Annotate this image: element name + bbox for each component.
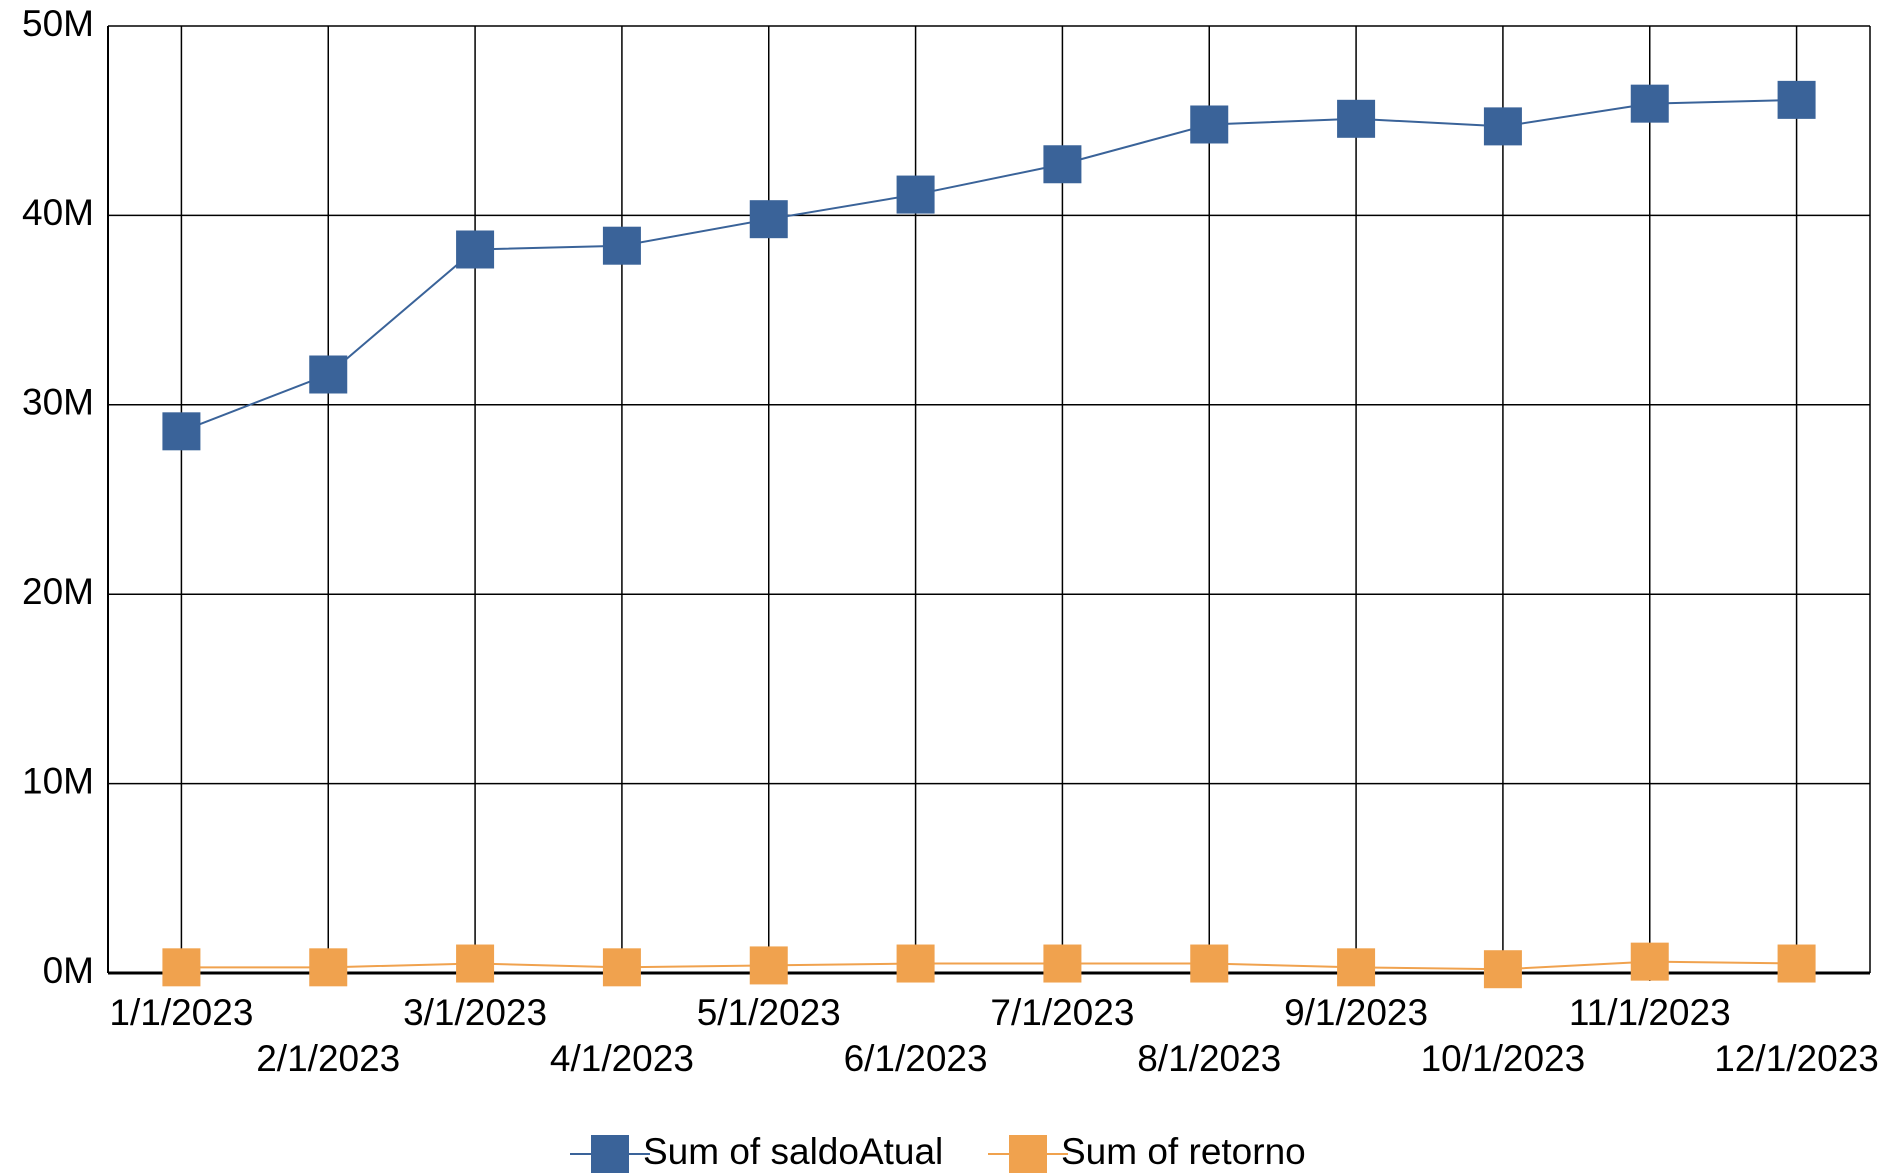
x-tick-label: 4/1/2023 xyxy=(550,1038,694,1079)
x-tick-label: 6/1/2023 xyxy=(844,1038,988,1079)
marker xyxy=(602,226,641,265)
marker xyxy=(309,948,348,987)
marker xyxy=(162,948,201,987)
x-tick-label: 5/1/2023 xyxy=(697,992,841,1033)
x-tick-label: 1/1/2023 xyxy=(109,992,253,1033)
legend-marker xyxy=(591,1135,629,1173)
x-tick-label: 9/1/2023 xyxy=(1284,992,1428,1033)
marker xyxy=(1777,80,1816,119)
marker xyxy=(456,230,495,269)
marker xyxy=(456,944,495,983)
x-tick-label: 11/1/2023 xyxy=(1569,992,1731,1033)
x-tick-label: 8/1/2023 xyxy=(1137,1038,1281,1079)
marker xyxy=(749,200,788,239)
y-tick-label: 40M xyxy=(22,192,94,233)
marker xyxy=(1190,944,1229,983)
x-tick-label: 10/1/2023 xyxy=(1421,1038,1586,1079)
series-line xyxy=(181,960,1797,971)
x-tick-label: 12/1/2023 xyxy=(1714,1038,1879,1079)
x-tick-label: 2/1/2023 xyxy=(256,1038,400,1079)
marker xyxy=(1337,948,1376,987)
legend-marker xyxy=(1009,1135,1047,1173)
marker xyxy=(1043,145,1082,184)
marker xyxy=(1483,107,1522,146)
y-tick-label: 0M xyxy=(43,950,94,991)
marker xyxy=(1337,99,1376,138)
marker xyxy=(602,948,641,987)
y-tick-label: 20M xyxy=(22,571,94,612)
marker xyxy=(1043,944,1082,983)
marker xyxy=(1190,105,1229,144)
x-tick-label: 7/1/2023 xyxy=(990,992,1134,1033)
marker xyxy=(309,355,348,394)
series-line xyxy=(181,98,1797,433)
marker xyxy=(749,946,788,985)
marker xyxy=(896,175,935,214)
legend-label: Sum of saldoAtual xyxy=(643,1131,943,1172)
marker xyxy=(896,944,935,983)
marker xyxy=(1483,950,1522,989)
marker xyxy=(1630,84,1669,123)
y-tick-label: 50M xyxy=(22,3,94,44)
y-tick-label: 10M xyxy=(22,760,94,801)
y-tick-label: 30M xyxy=(22,382,94,423)
marker xyxy=(1777,944,1816,983)
marker xyxy=(1630,942,1669,981)
legend-label: Sum of retorno xyxy=(1061,1131,1306,1172)
x-tick-label: 3/1/2023 xyxy=(403,992,547,1033)
marker xyxy=(162,412,201,451)
